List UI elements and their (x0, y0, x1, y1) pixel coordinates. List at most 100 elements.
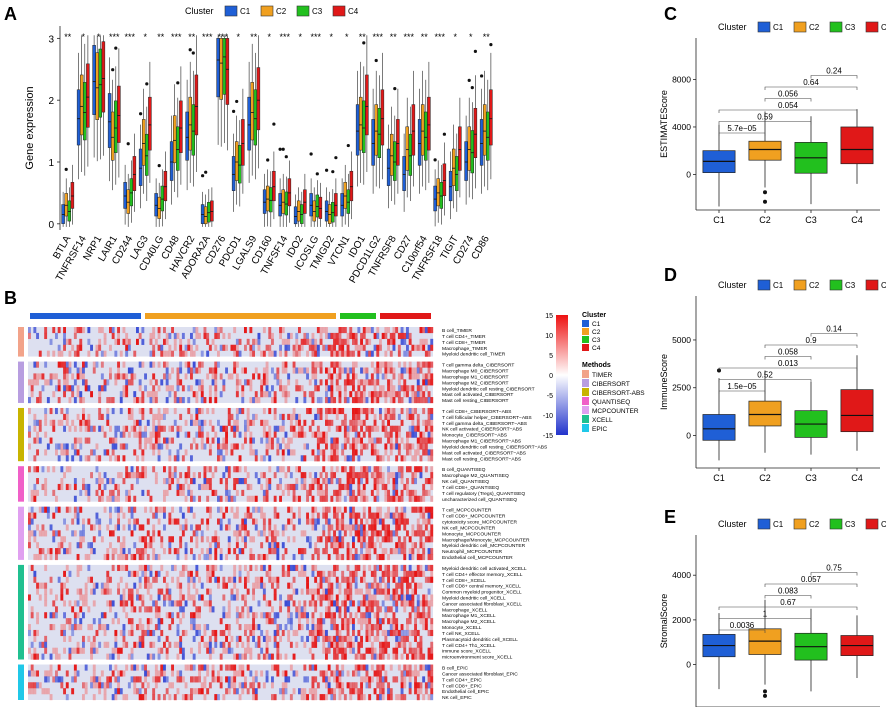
panel-d-legend-label-c1: C1 (773, 281, 784, 290)
panel-b-heat-cell (138, 553, 142, 561)
panel-b-heat-cell (349, 612, 353, 619)
panel-b-heat-cell (362, 506, 366, 513)
panel-b-heat-cell (354, 431, 358, 438)
panel-b-heat-cell (408, 431, 412, 438)
panel-b-heat-cell (408, 641, 412, 648)
panel-b-heat-cell (152, 431, 156, 438)
panel-c-comparison-pvalue: 0.054 (778, 101, 799, 110)
panel-b-heat-cell (84, 419, 88, 426)
panel-b-heat-cell (289, 594, 293, 601)
panel-e-comparison-pvalue: 0.67 (780, 598, 796, 607)
panel-b-heat-cell (152, 676, 156, 683)
panel-b-heat-cell (335, 379, 339, 386)
panel-b-heat-cell (303, 676, 307, 683)
panel-b-heat-cell (327, 688, 331, 695)
panel-b-heat-cell (160, 670, 164, 677)
panel-b-heat-cell (246, 512, 250, 519)
panel-c-y-tick-label: 0 (686, 169, 691, 179)
panel-b-heat-cell (60, 361, 64, 368)
panel-b-heat-cell (100, 478, 104, 485)
panel-b-heat-cell (149, 407, 153, 415)
panel-b-heat-cell (349, 548, 353, 555)
panel-b-heat-cell (414, 570, 417, 577)
panel-b-heat-cell (327, 344, 331, 351)
panel-b-heat-cell (184, 664, 188, 671)
panel-b-heat-cell (349, 530, 353, 537)
panel-b-heat-cell (76, 350, 80, 357)
panel-b-heat-cell (279, 425, 282, 432)
panel-b-heat-cell (276, 530, 280, 537)
panel-b-heat-cell (376, 327, 380, 334)
panel-b-heat-cell (227, 419, 231, 426)
panel-b-heat-cell (76, 612, 80, 619)
panel-b-heat-cell (157, 449, 161, 456)
panel-b-heat-cell (125, 641, 129, 648)
panel-b-heat-cell (119, 506, 123, 513)
panel-b-heat-cell (406, 413, 409, 420)
panel-b-heat-cell (424, 688, 428, 695)
panel-b-heat-cell (130, 664, 134, 671)
panel-b-heat-cell (376, 455, 380, 462)
panel-b-heat-cell (57, 653, 61, 660)
panel-b-heat-cell (138, 618, 142, 625)
panel-b-heat-cell (233, 419, 237, 426)
panel-b-heat-cell (111, 647, 115, 654)
panel-b-heat-cell (127, 618, 131, 625)
panel-b-cluster-legend-title: Cluster (582, 312, 606, 319)
panel-b-heat-cell (268, 530, 272, 537)
panel-b-heat-cell (406, 653, 409, 660)
panel-b-heat-cell (268, 542, 272, 549)
panel-b-heat-cell (114, 373, 118, 380)
panel-b-heat-cell (360, 437, 363, 444)
panel-b-heat-cell (284, 472, 288, 479)
panel-b-heat-cell (244, 518, 247, 525)
panel-b-heat-cell (376, 397, 380, 404)
panel-b-heat-cell (430, 327, 434, 334)
panel-b-heat-cell (63, 338, 66, 345)
panel-b-heat-cell (28, 407, 31, 415)
panel-b-heat-cell (419, 612, 423, 619)
panel-b-heat-cell (430, 466, 434, 473)
panel-b-heat-cell (352, 512, 355, 519)
panel-b-row-label: Endothelial cell_EPIC (442, 689, 489, 695)
panel-b-heat-cell (397, 472, 401, 479)
panel-b-heat-cell (246, 606, 250, 613)
panel-b-heat-cell (244, 653, 247, 660)
panel-b-heat-cell (125, 582, 129, 589)
panel-b-heat-cell (265, 670, 269, 677)
panel-b-heat-cell (82, 483, 85, 491)
panel-b-heat-cell (141, 600, 145, 607)
panel-b-heat-cell (357, 413, 361, 420)
panel-b-heat-cell (303, 338, 307, 345)
panel-b-heat-cell (87, 606, 91, 613)
panel-b-heat-cell (249, 624, 253, 631)
panel-b-heat-cell (387, 629, 390, 637)
panel-b-heat-cell (63, 449, 66, 456)
panel-b-heat-cell (346, 472, 350, 479)
panel-b-heat-cell (146, 553, 150, 561)
panel-a-y-tick-label: 1 (48, 158, 54, 169)
panel-b-heat-cell (360, 688, 363, 695)
panel-b-heat-cell (360, 612, 363, 619)
panel-b-heat-cell (384, 397, 388, 404)
panel-a-outlier (191, 51, 195, 55)
panel-b-heat-cell (271, 548, 274, 555)
panel-b-heat-cell (343, 524, 347, 531)
panel-b-heat-cell (298, 570, 301, 577)
panel-b-heat-cell (281, 629, 285, 637)
panel-b-heat-cell (76, 373, 80, 380)
panel-b-heat-cell (422, 506, 426, 513)
panel-b-heat-cell (184, 373, 188, 380)
panel-b-heat-cell (117, 489, 120, 496)
panel-b-heat-cell (338, 425, 342, 432)
panel-e-comparison-bracket (764, 583, 858, 587)
panel-b-heat-cell (319, 576, 323, 583)
panel-b-heat-cell (117, 472, 120, 479)
panel-c-comparison-bracket (810, 75, 858, 79)
panel-b-heat-cell (392, 413, 396, 420)
panel-b-heat-cell (144, 385, 147, 392)
panel-b-heat-cell (346, 635, 350, 642)
panel-b-heat-cell (365, 664, 369, 671)
panel-b-heat-cell (230, 495, 234, 502)
panel-b-heat-cell (406, 391, 409, 398)
